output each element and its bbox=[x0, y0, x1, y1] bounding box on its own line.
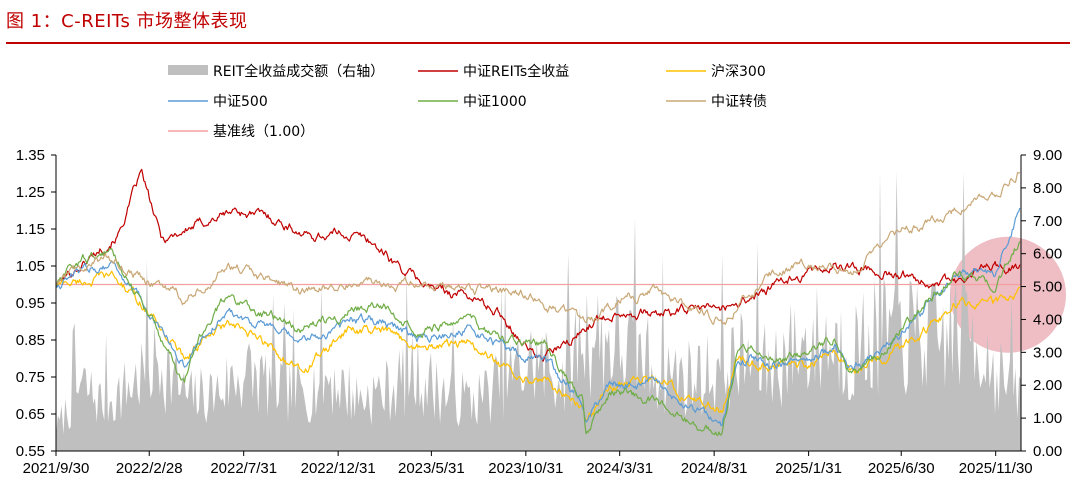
legend-label: 沪深300 bbox=[711, 64, 766, 80]
volume-area bbox=[56, 171, 1021, 451]
x-tick-label: 2022/12/31 bbox=[301, 460, 376, 477]
annotation-layer bbox=[950, 236, 1066, 353]
x-tick-label: 2025/6/30 bbox=[868, 460, 935, 477]
series-line bbox=[55, 171, 1021, 325]
left-tick-label: 0.55 bbox=[16, 443, 45, 460]
legend-label: 中证1000 bbox=[463, 94, 527, 110]
series-line bbox=[55, 241, 1021, 436]
left-tick-label: 0.75 bbox=[16, 369, 45, 386]
right-tick-label: 1.00 bbox=[1033, 410, 1062, 427]
left-tick-label: 0.85 bbox=[16, 332, 45, 349]
right-tick-label: 0.00 bbox=[1033, 443, 1062, 460]
legend-swatch bbox=[168, 65, 208, 75]
x-tick-label: 2022/2/28 bbox=[116, 460, 183, 477]
right-tick-label: 9.00 bbox=[1033, 147, 1062, 164]
legend-label: 中证转债 bbox=[711, 94, 767, 110]
right-tick-label: 6.00 bbox=[1033, 246, 1062, 263]
axis-layer: 1.35 1.25 1.15 1.05 0.95 0.85 0.75 0.65 0.55 9.00… bbox=[16, 147, 1062, 477]
x-tick-label: 2021/9/30 bbox=[23, 460, 90, 477]
figure-title: 图 1：C-REITs 市场整体表现 bbox=[6, 11, 248, 32]
right-tick-label: 7.00 bbox=[1033, 213, 1062, 230]
left-tick-label: 0.95 bbox=[16, 295, 45, 312]
left-tick-label: 1.15 bbox=[16, 221, 45, 238]
left-tick-label: 1.35 bbox=[16, 147, 45, 164]
x-tick-label: 2023/5/31 bbox=[398, 460, 465, 477]
x-tick-label: 2025/11/30 bbox=[959, 460, 1033, 477]
left-tick-label: 1.25 bbox=[16, 184, 45, 201]
left-tick-label: 1.05 bbox=[16, 258, 45, 275]
right-tick-label: 3.00 bbox=[1033, 344, 1062, 361]
legend-label: 基准线（1.00） bbox=[213, 123, 314, 140]
legend-label: 中证500 bbox=[213, 94, 268, 110]
right-tick-label: 5.00 bbox=[1033, 279, 1062, 296]
legend: REIT全收益成交额（右轴） 中证REITs全收益 沪深300 中证500 中证1000… bbox=[168, 63, 767, 140]
x-tick-label: 2024/8/31 bbox=[681, 460, 748, 477]
right-tick-label: 2.00 bbox=[1033, 377, 1062, 394]
legend-label: 中证REITs全收益 bbox=[463, 63, 569, 80]
x-tick-label: 2023/10/31 bbox=[488, 460, 563, 477]
right-tick-label: 4.00 bbox=[1033, 311, 1062, 328]
right-tick-label: 8.00 bbox=[1033, 180, 1062, 197]
legend-label: REIT全收益成交额（右轴） bbox=[213, 63, 384, 80]
x-tick-label: 2024/3/31 bbox=[586, 460, 653, 477]
left-tick-label: 0.65 bbox=[16, 406, 45, 423]
title-rule bbox=[6, 42, 1070, 44]
x-tick-label: 2025/1/31 bbox=[775, 460, 842, 477]
volume-layer bbox=[56, 171, 1021, 451]
highlight-circle bbox=[950, 236, 1066, 353]
series-layer bbox=[55, 168, 1021, 436]
series-line bbox=[55, 207, 1021, 427]
x-tick-label: 2022/7/31 bbox=[210, 460, 277, 477]
